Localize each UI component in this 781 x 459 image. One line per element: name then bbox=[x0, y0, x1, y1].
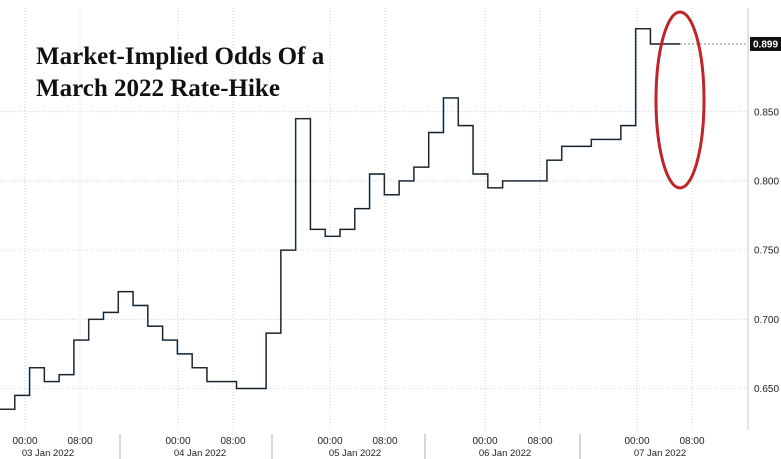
y-tick-label: 0.700 bbox=[754, 315, 779, 326]
y-tick-label: 0.750 bbox=[754, 246, 779, 257]
date-label: 04 Jan 2022 bbox=[174, 448, 226, 459]
x-tick-label: 08:00 bbox=[679, 436, 704, 447]
chart-title-line-2: March 2022 Rate-Hike bbox=[36, 75, 280, 102]
x-tick-label: 00:00 bbox=[12, 436, 37, 447]
chart-title-line-1: Market-Implied Odds Of a bbox=[36, 43, 325, 70]
last-value-label: 0.899 bbox=[753, 39, 778, 50]
y-tick-label: 0.650 bbox=[754, 384, 779, 395]
x-tick-label: 08:00 bbox=[220, 436, 245, 447]
series-layer bbox=[0, 27, 748, 411]
date-label: 07 Jan 2022 bbox=[634, 448, 686, 459]
x-tick-label: 08:00 bbox=[527, 436, 552, 447]
y-axis: 0.650 0.700 0.750 0.800 0.850 0.899 bbox=[747, 8, 781, 430]
x-tick-label: 00:00 bbox=[165, 436, 190, 447]
x-tick-label: 08:00 bbox=[372, 436, 397, 447]
x-tick-label: 00:00 bbox=[624, 436, 649, 447]
last-value-box bbox=[750, 36, 781, 51]
grid bbox=[0, 8, 748, 430]
x-tick-label: 08:00 bbox=[67, 436, 92, 447]
date-label: 06 Jan 2022 bbox=[479, 448, 531, 459]
x-tick-label: 00:00 bbox=[472, 436, 497, 447]
x-tick-label: 00:00 bbox=[317, 436, 342, 447]
date-label: 03 Jan 2022 bbox=[22, 448, 74, 459]
series-line bbox=[0, 28, 680, 410]
y-tick-label: 0.850 bbox=[754, 107, 779, 118]
highlight-ellipse bbox=[654, 10, 706, 190]
annotation-layer bbox=[654, 10, 706, 190]
y-tick-label: 0.800 bbox=[754, 176, 779, 187]
x-axis: 00:00 08:00 00:00 08:00 00:00 08:00 00:00 08:00… bbox=[12, 434, 705, 459]
date-label: 05 Jan 2022 bbox=[329, 448, 381, 459]
